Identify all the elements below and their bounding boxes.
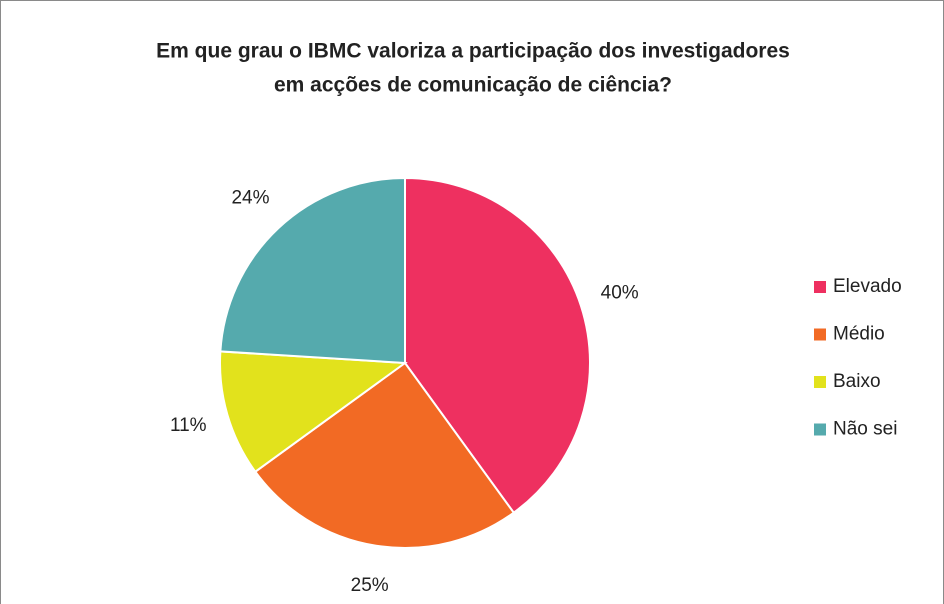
legend-label: Elevado	[833, 276, 902, 297]
data-label: 11%	[170, 415, 207, 436]
legend-label: Baixo	[833, 371, 881, 392]
legend-label: Médio	[833, 324, 885, 345]
pie-slice	[404, 176, 591, 515]
legend-swatch	[814, 376, 826, 388]
legend-swatch	[814, 328, 826, 341]
chart-title: em acções de comunicação de ciência?	[274, 74, 672, 97]
data-label: 24%	[231, 187, 269, 208]
data-label: 40%	[601, 282, 639, 303]
pie-slice	[219, 176, 406, 365]
chart-title: Em que grau o IBMC valoriza a participaç…	[156, 40, 790, 63]
data-label: 25%	[351, 575, 389, 596]
legend-swatch	[814, 423, 826, 436]
pie-slice	[219, 350, 408, 474]
legend-swatch	[814, 281, 826, 293]
legend-label: Não sei	[833, 419, 897, 440]
pie-slice	[253, 361, 516, 549]
